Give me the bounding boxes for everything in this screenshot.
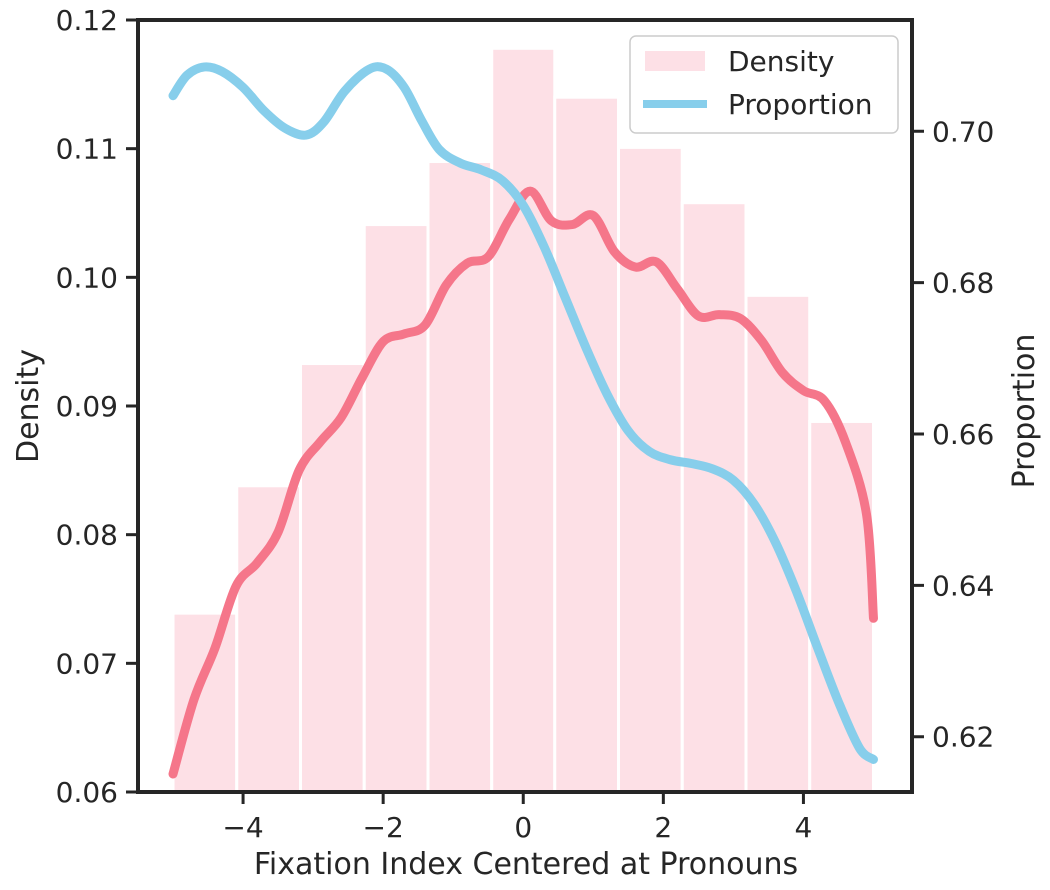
y2-axis-label: Proportion xyxy=(1007,334,1042,489)
histogram-bar xyxy=(362,223,430,794)
y-tick-label: 0.06 xyxy=(56,776,118,809)
y2-tick-label: 0.66 xyxy=(932,418,994,451)
y2-tick-label: 0.68 xyxy=(932,267,994,300)
histogram-bar xyxy=(680,201,748,794)
y-tick-label: 0.09 xyxy=(56,390,118,423)
x-tick-label: 0 xyxy=(514,811,532,844)
y-axis-label: Density xyxy=(11,349,46,463)
legend-density-swatch xyxy=(645,51,705,71)
y-tick-label: 0.10 xyxy=(56,261,118,294)
histogram-bar xyxy=(553,95,621,794)
x-axis-ticks: −4 −2 0 2 4 xyxy=(222,792,812,844)
y2-tick-label: 0.64 xyxy=(932,569,994,602)
histogram-bar xyxy=(617,145,684,794)
x-tick-label: −2 xyxy=(363,811,404,844)
density-kde-curve xyxy=(168,186,878,779)
histogram-bar xyxy=(490,46,557,794)
curves xyxy=(168,62,878,779)
legend-proportion-label: Proportion xyxy=(728,88,872,121)
x-axis-label: Fixation Index Centered at Pronouns xyxy=(254,847,798,882)
histogram-bar xyxy=(808,419,875,794)
histogram-bar xyxy=(171,611,239,794)
legend: Density Proportion xyxy=(629,35,899,134)
y-tick-label: 0.11 xyxy=(56,133,118,166)
y-tick-label: 0.12 xyxy=(56,4,118,37)
y2-axis-ticks: 0.62 0.64 0.66 0.68 0.70 xyxy=(912,115,994,754)
y-tick-label: 0.07 xyxy=(56,647,118,680)
x-tick-label: 2 xyxy=(654,811,672,844)
histogram-bar xyxy=(235,484,303,794)
y2-tick-label: 0.70 xyxy=(932,115,994,148)
y2-tick-label: 0.62 xyxy=(932,721,994,754)
x-tick-label: −4 xyxy=(222,811,263,844)
y-tick-label: 0.08 xyxy=(56,519,118,552)
legend-density-label: Density xyxy=(728,45,834,78)
y-axis-ticks: 0.06 0.07 0.08 0.09 0.10 0.11 0.12 xyxy=(56,4,138,809)
proportion-curve xyxy=(168,62,878,764)
histogram-bars xyxy=(171,46,875,794)
x-tick-label: 4 xyxy=(795,811,813,844)
